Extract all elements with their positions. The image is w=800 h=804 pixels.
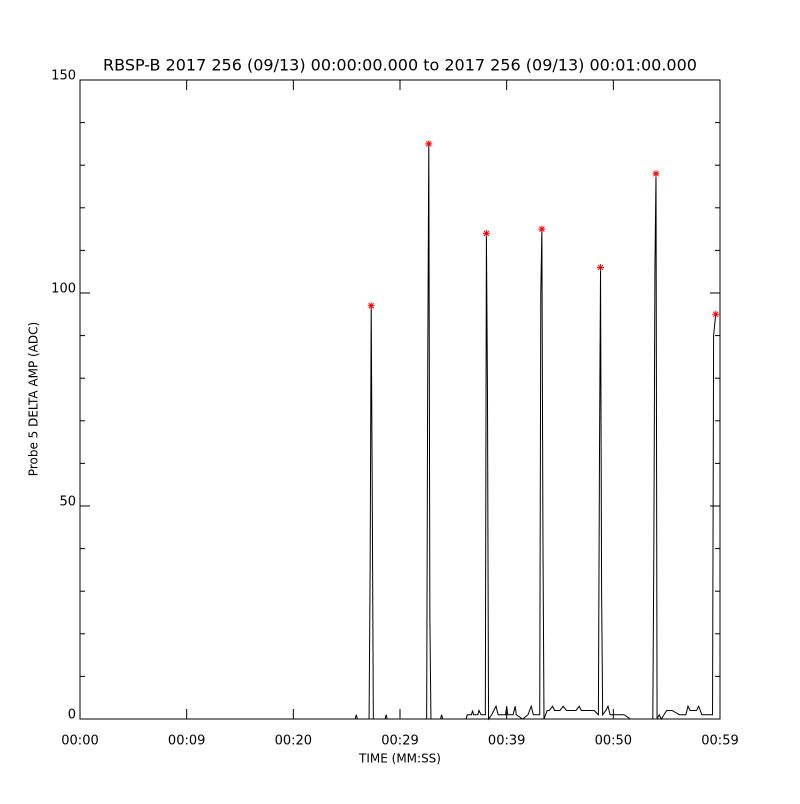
x-tick-label: 00:50 <box>595 734 632 749</box>
x-tick-label: 00:09 <box>168 734 205 749</box>
chart-title: RBSP-B 2017 256 (09/13) 00:00:00.000 to … <box>103 56 697 75</box>
x-tick-label: 00:00 <box>61 734 98 749</box>
data-line <box>80 143 717 721</box>
x-tick-label: 00:20 <box>275 734 312 749</box>
peak-marker <box>367 302 375 310</box>
y-axis-label: Probe 5 DELTA AMP (ADC) <box>27 322 41 476</box>
y-tick-label: 0 <box>68 708 76 723</box>
y-tick-label: 100 <box>51 282 76 297</box>
peak-marker <box>425 140 433 148</box>
x-tick-label: 00:29 <box>381 734 418 749</box>
peak-marker <box>597 263 605 271</box>
y-tick-label: 150 <box>51 69 76 84</box>
y-tick-label: 50 <box>59 495 76 510</box>
peak-marker <box>652 170 660 178</box>
peak-marker <box>482 229 490 237</box>
peak-marker <box>538 225 546 233</box>
x-axis-label: TIME (MM:SS) <box>358 752 441 766</box>
peak-marker <box>712 310 720 318</box>
x-tick-label: 00:39 <box>488 734 525 749</box>
x-tick-label: 00:59 <box>701 734 738 749</box>
